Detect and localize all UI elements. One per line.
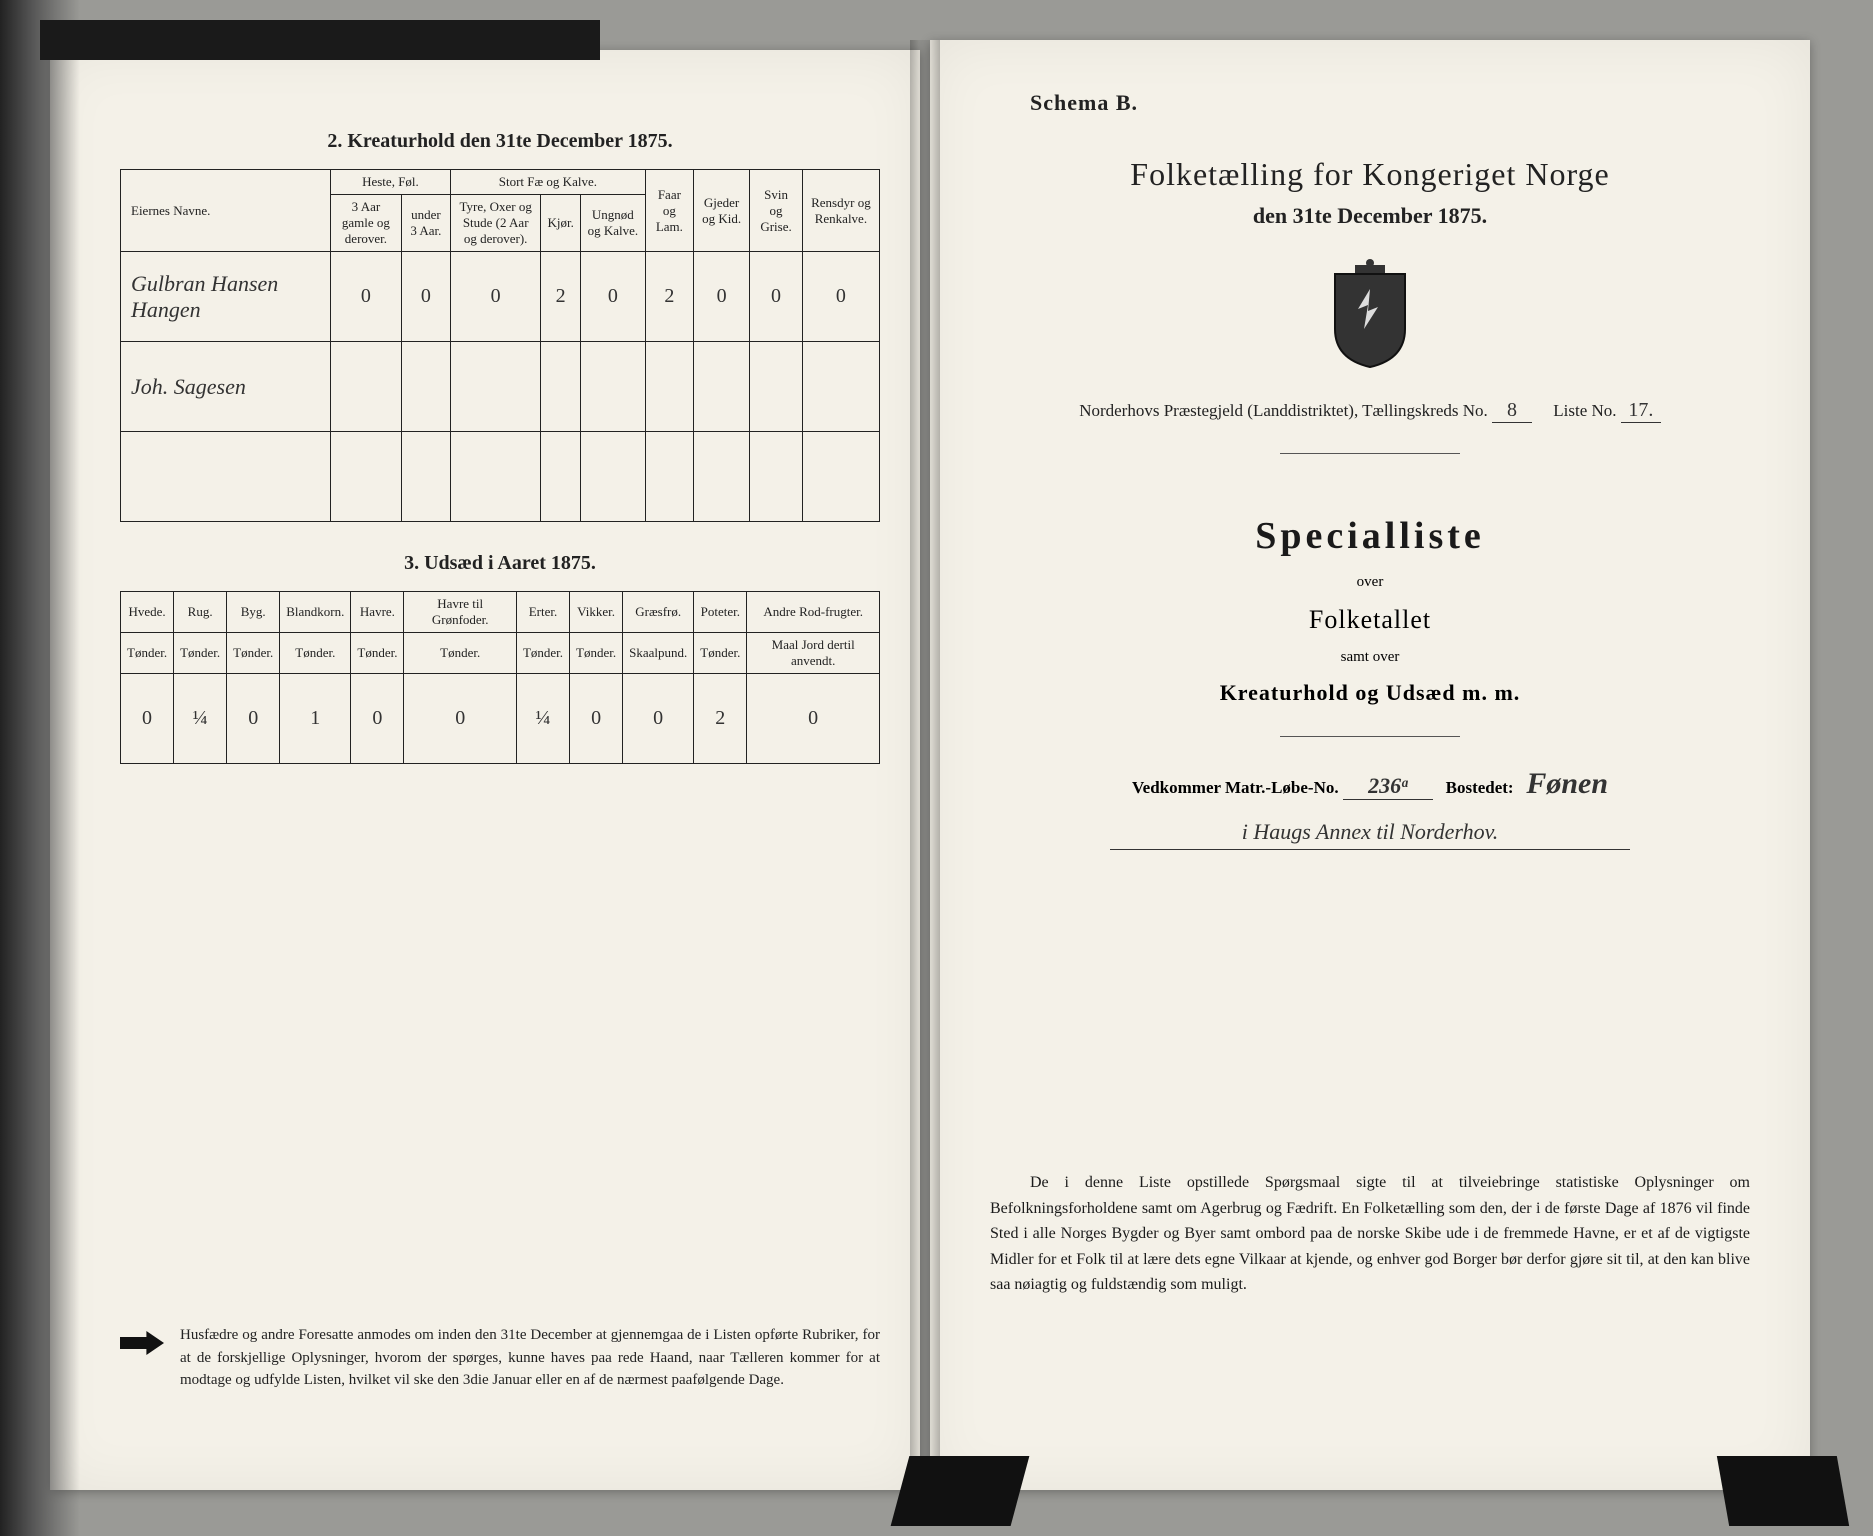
vedkommer-prefix: Vedkommer Matr.-Løbe-No. bbox=[1132, 778, 1339, 797]
col-horse-old: 3 Aar gamle og derover. bbox=[331, 195, 402, 252]
cell: 0 bbox=[747, 674, 880, 764]
district-number: 8 bbox=[1492, 399, 1532, 423]
col-reindeer: Rensdyr og Renkalve. bbox=[802, 170, 879, 252]
cell: 0 bbox=[623, 674, 694, 764]
col-vikker: Vikker. bbox=[570, 592, 623, 633]
divider bbox=[1280, 736, 1460, 737]
over-label-1: over bbox=[990, 574, 1750, 591]
district-prefix: Norderhovs Præstegjeld (Landdistriktet),… bbox=[1079, 401, 1488, 420]
unit: Skaalpund. bbox=[623, 633, 694, 674]
cell: 2 bbox=[541, 252, 580, 342]
col-owner: Eiernes Navne. bbox=[121, 170, 331, 252]
col-pig: Svin og Grise. bbox=[750, 170, 803, 252]
bostedet-line-2: i Haugs Annex til Norderhov. bbox=[990, 815, 1750, 850]
cell: ¼ bbox=[516, 674, 569, 764]
bottom-corner-shadow-right bbox=[1717, 1456, 1849, 1526]
district-line: Norderhovs Præstegjeld (Landdistriktet),… bbox=[990, 399, 1750, 423]
matr-number: 236ᵃ bbox=[1343, 773, 1433, 800]
unit: Tønder. bbox=[227, 633, 280, 674]
liste-number: 17. bbox=[1621, 399, 1661, 423]
col-rug: Rug. bbox=[174, 592, 227, 633]
table-row bbox=[121, 432, 880, 522]
folketallet-title: Folketallet bbox=[990, 605, 1750, 635]
bostedet-name: Fønen bbox=[1526, 767, 1608, 800]
bostedet-annex: i Haugs Annex til Norderhov. bbox=[1110, 815, 1630, 850]
unit: Tønder. bbox=[174, 633, 227, 674]
section-2-title: 2. Kreaturhold den 31te December 1875. bbox=[120, 130, 880, 153]
col-cow: Kjør. bbox=[541, 195, 580, 252]
col-andre: Andre Rod-frugter. bbox=[747, 592, 880, 633]
cell: 0 bbox=[404, 674, 517, 764]
section-3-title: 3. Udsæd i Aaret 1875. bbox=[120, 552, 880, 575]
unit: Tønder. bbox=[694, 633, 747, 674]
cell: 0 bbox=[401, 252, 450, 342]
coat-of-arms-icon bbox=[1325, 259, 1415, 369]
liste-label: Liste No. bbox=[1553, 401, 1616, 420]
livestock-table: Eiernes Navne. Heste, Føl. Stort Fæ og K… bbox=[120, 169, 880, 522]
cell: 0 bbox=[570, 674, 623, 764]
unit: Tønder. bbox=[280, 633, 351, 674]
left-page: 2. Kreaturhold den 31te December 1875. E… bbox=[50, 50, 920, 1490]
col-goat: Gjeder og Kid. bbox=[693, 170, 749, 252]
col-hvede: Hvede. bbox=[121, 592, 174, 633]
cell: ¼ bbox=[174, 674, 227, 764]
schema-label: Schema B. bbox=[1030, 90, 1750, 116]
unit: Maal Jord dertil anvendt. bbox=[747, 633, 880, 674]
cell: 2 bbox=[645, 252, 693, 342]
cell: 0 bbox=[580, 252, 645, 342]
right-page: Schema B. Folketælling for Kongeriget No… bbox=[930, 40, 1810, 1490]
cell: 2 bbox=[694, 674, 747, 764]
table-row: Gulbran Hansen Hangen 0 0 0 2 0 2 0 0 0 bbox=[121, 252, 880, 342]
cell: 0 bbox=[693, 252, 749, 342]
census-main-title: Folketælling for Kongeriget Norge bbox=[990, 156, 1750, 193]
cell: 0 bbox=[802, 252, 879, 342]
col-group-horses: Heste, Føl. bbox=[331, 170, 451, 195]
col-erter: Erter. bbox=[516, 592, 569, 633]
col-sheep: Faar og Lam. bbox=[645, 170, 693, 252]
bottom-corner-shadow-left bbox=[891, 1456, 1030, 1526]
col-bland: Blandkorn. bbox=[280, 592, 351, 633]
owner-name-2: Joh. Sagesen bbox=[121, 342, 331, 432]
col-byg: Byg. bbox=[227, 592, 280, 633]
left-footnote-block: Husfædre og andre Foresatte anmodes om i… bbox=[120, 1324, 880, 1392]
owner-name-1: Gulbran Hansen Hangen bbox=[121, 252, 331, 342]
col-havre: Havre. bbox=[351, 592, 404, 633]
unit: Tønder. bbox=[351, 633, 404, 674]
kreaturhold-line: Kreaturhold og Udsæd m. m. bbox=[990, 680, 1750, 706]
unit: Tønder. bbox=[121, 633, 174, 674]
vedkommer-line: Vedkommer Matr.-Løbe-No. 236ᵃ Bostedet: … bbox=[990, 767, 1750, 801]
col-havregron: Havre til Grønfoder. bbox=[404, 592, 517, 633]
sowing-table: Hvede. Rug. Byg. Blandkorn. Havre. Havre… bbox=[120, 591, 880, 764]
top-dark-strip bbox=[40, 20, 600, 60]
unit: Tønder. bbox=[570, 633, 623, 674]
cell: 0 bbox=[450, 252, 541, 342]
table-row: 0 ¼ 0 1 0 0 ¼ 0 0 2 0 bbox=[121, 674, 880, 764]
col-poteter: Poteter. bbox=[694, 592, 747, 633]
cell: 0 bbox=[331, 252, 402, 342]
table-row: Joh. Sagesen bbox=[121, 342, 880, 432]
right-footnote-text: De i denne Liste opstillede Spørgsmaal s… bbox=[990, 1170, 1750, 1298]
book-fold bbox=[910, 40, 940, 1490]
col-group-cattle: Stort Fæ og Kalve. bbox=[450, 170, 645, 195]
col-bull: Tyre, Oxer og Stude (2 Aar og derover). bbox=[450, 195, 541, 252]
left-footnote-text: Husfædre og andre Foresatte anmodes om i… bbox=[180, 1324, 880, 1392]
unit: Tønder. bbox=[516, 633, 569, 674]
divider bbox=[1280, 453, 1460, 454]
col-graes: Græsfrø. bbox=[623, 592, 694, 633]
cell: 0 bbox=[351, 674, 404, 764]
cell: 0 bbox=[121, 674, 174, 764]
pointing-hand-icon bbox=[120, 1328, 164, 1358]
bostedet-label: Bostedet: bbox=[1446, 778, 1514, 797]
specialliste-title: Specialliste bbox=[990, 514, 1750, 558]
cell: 1 bbox=[280, 674, 351, 764]
col-calf: Ungnød og Kalve. bbox=[580, 195, 645, 252]
samt-over-label: samt over bbox=[990, 649, 1750, 666]
book-spine-shadow bbox=[0, 0, 80, 1536]
cell: 0 bbox=[227, 674, 280, 764]
unit: Tønder. bbox=[404, 633, 517, 674]
cell: 0 bbox=[750, 252, 803, 342]
census-date: den 31te December 1875. bbox=[990, 203, 1750, 229]
col-horse-young: under 3 Aar. bbox=[401, 195, 450, 252]
